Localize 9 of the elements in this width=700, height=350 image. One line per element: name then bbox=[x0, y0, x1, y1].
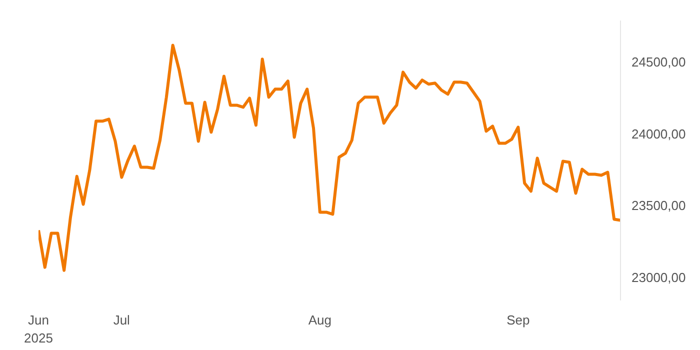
y-tick-label: 24500,00 bbox=[632, 54, 686, 70]
x-tick-label: Aug bbox=[308, 312, 332, 328]
y-tick-label: 23500,00 bbox=[632, 198, 686, 214]
x-tick-label: Jul bbox=[113, 312, 130, 328]
x-tick-label: Sep bbox=[506, 312, 530, 328]
y-tick-label: 24000,00 bbox=[632, 126, 686, 142]
line-series bbox=[38, 44, 620, 272]
x-tick-label: Jun 2025 bbox=[24, 312, 53, 346]
y-tick-label: 23000,00 bbox=[632, 270, 686, 286]
